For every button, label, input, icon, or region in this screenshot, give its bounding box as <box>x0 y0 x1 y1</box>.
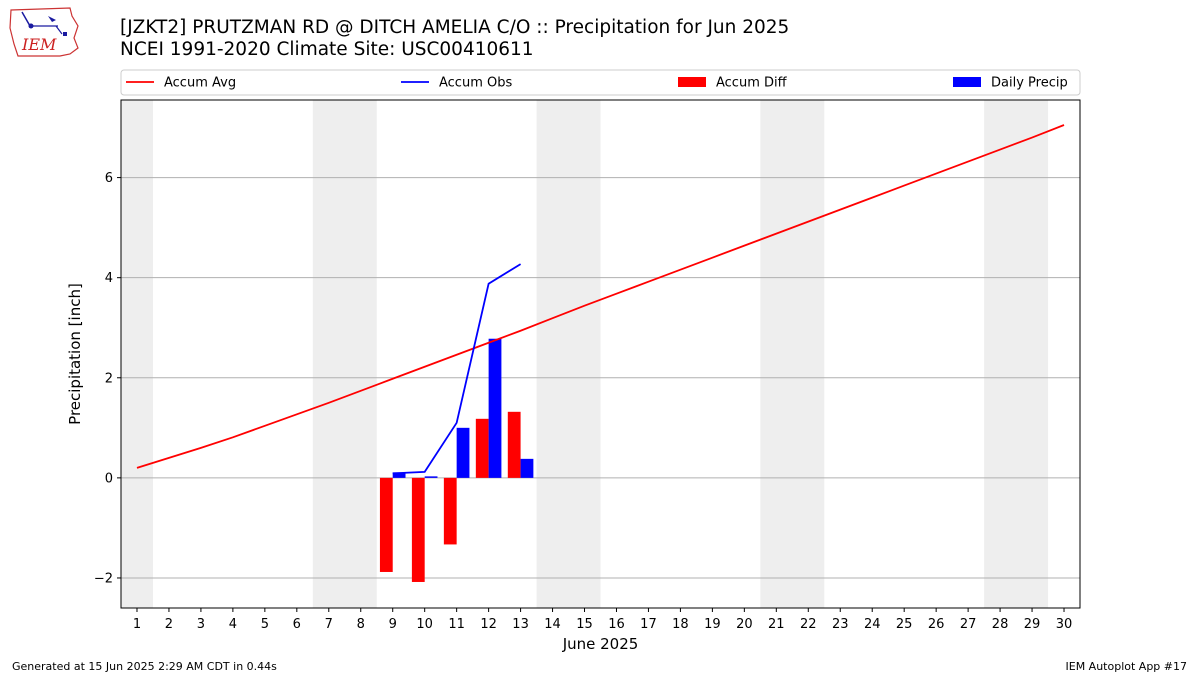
weekend-band <box>760 100 825 608</box>
x-tick-label: 24 <box>864 617 881 632</box>
x-tick-label: 13 <box>512 617 529 632</box>
daily-precip-bar <box>456 427 470 478</box>
weekend-bands <box>121 100 1049 608</box>
x-tick-label: 12 <box>480 617 497 632</box>
x-tick-label: 8 <box>357 617 365 632</box>
weekend-band <box>312 100 377 608</box>
accum-obs-line <box>392 263 522 475</box>
x-tick-label: 22 <box>800 617 817 632</box>
line-marks <box>136 124 1065 475</box>
bar-marks <box>379 338 534 582</box>
plot-frame <box>120 99 1081 609</box>
legend-label: Accum Avg <box>164 76 236 91</box>
x-tick-label: 28 <box>992 617 1009 632</box>
x-tick-label: 17 <box>640 617 657 632</box>
daily-precip-bar <box>392 472 406 478</box>
x-tick-label: 21 <box>768 617 785 632</box>
x-tick-label: 30 <box>1056 617 1073 632</box>
y-axis-label: Precipitation [inch] <box>66 283 84 425</box>
accum-diff-bar <box>443 477 457 545</box>
legend-label: Daily Precip <box>991 76 1068 91</box>
accum-diff-bar <box>475 418 489 478</box>
weekend-band <box>984 100 1049 608</box>
x-tick-label: 2 <box>165 617 173 632</box>
x-tick-label: 26 <box>928 617 945 632</box>
x-tick-label: 9 <box>389 617 397 632</box>
y-ticks: −2 0 2 4 6 <box>94 171 121 586</box>
accum-avg-line <box>136 124 1065 469</box>
legend-swatch <box>953 77 981 87</box>
chart-subtitle: NCEI 1991-2020 Climate Site: USC00410611 <box>120 39 534 60</box>
accum-diff-bar <box>379 477 393 572</box>
y-tick-label: −2 <box>94 571 113 586</box>
legend-swatch <box>678 77 706 87</box>
x-tick-label: 18 <box>672 617 689 632</box>
x-ticks: 1 2 3 4 5 6 7 8 9 10 11 12 13 14 15 16 17 18 19 20 21 22 23 24 2… <box>133 608 1072 632</box>
x-tick-label: 15 <box>576 617 593 632</box>
accum-diff-bar <box>507 411 521 478</box>
x-tick-label: 29 <box>1024 617 1041 632</box>
y-tick-label: 2 <box>105 371 113 386</box>
app-note: IEM Autoplot App #17 <box>1065 660 1188 673</box>
x-tick-label: 16 <box>608 617 625 632</box>
logo-text: IEM <box>21 35 57 54</box>
y-tick-label: 6 <box>105 171 113 186</box>
daily-precip-bar <box>424 476 438 478</box>
x-tick-label: 23 <box>832 617 849 632</box>
legend-label: Accum Diff <box>716 76 788 91</box>
x-tick-label: 25 <box>896 617 913 632</box>
x-axis-label: June 2025 <box>562 635 639 653</box>
x-tick-label: 7 <box>325 617 333 632</box>
y-tick-label: 4 <box>105 271 113 286</box>
daily-precip-bar <box>488 338 502 478</box>
x-tick-label: 14 <box>544 617 561 632</box>
x-tick-label: 10 <box>416 617 433 632</box>
weekend-band <box>121 100 153 608</box>
x-tick-label: 4 <box>229 617 237 632</box>
x-tick-label: 5 <box>261 617 269 632</box>
grid-lines <box>121 177 1080 579</box>
x-tick-label: 27 <box>960 617 977 632</box>
legend: Accum Avg Accum Obs Accum Diff Daily Precip <box>120 69 1081 96</box>
legend-label: Accum Obs <box>439 76 512 91</box>
x-tick-label: 1 <box>133 617 141 632</box>
x-tick-label: 19 <box>704 617 721 632</box>
x-tick-label: 20 <box>736 617 753 632</box>
daily-precip-bar <box>520 458 534 478</box>
generated-note: Generated at 15 Jun 2025 2:29 AM CDT in … <box>12 660 277 673</box>
x-tick-label: 11 <box>448 617 465 632</box>
iem-logo: IEM <box>8 6 80 62</box>
chart-title: [JZKT2] PRUTZMAN RD @ DITCH AMELIA C/O :… <box>120 17 790 38</box>
weekend-band <box>536 100 601 608</box>
legend-box <box>120 69 1081 96</box>
x-tick-label: 6 <box>293 617 301 632</box>
x-tick-label: 3 <box>197 617 205 632</box>
accum-diff-bar <box>411 477 425 582</box>
y-tick-label: 0 <box>105 471 113 486</box>
